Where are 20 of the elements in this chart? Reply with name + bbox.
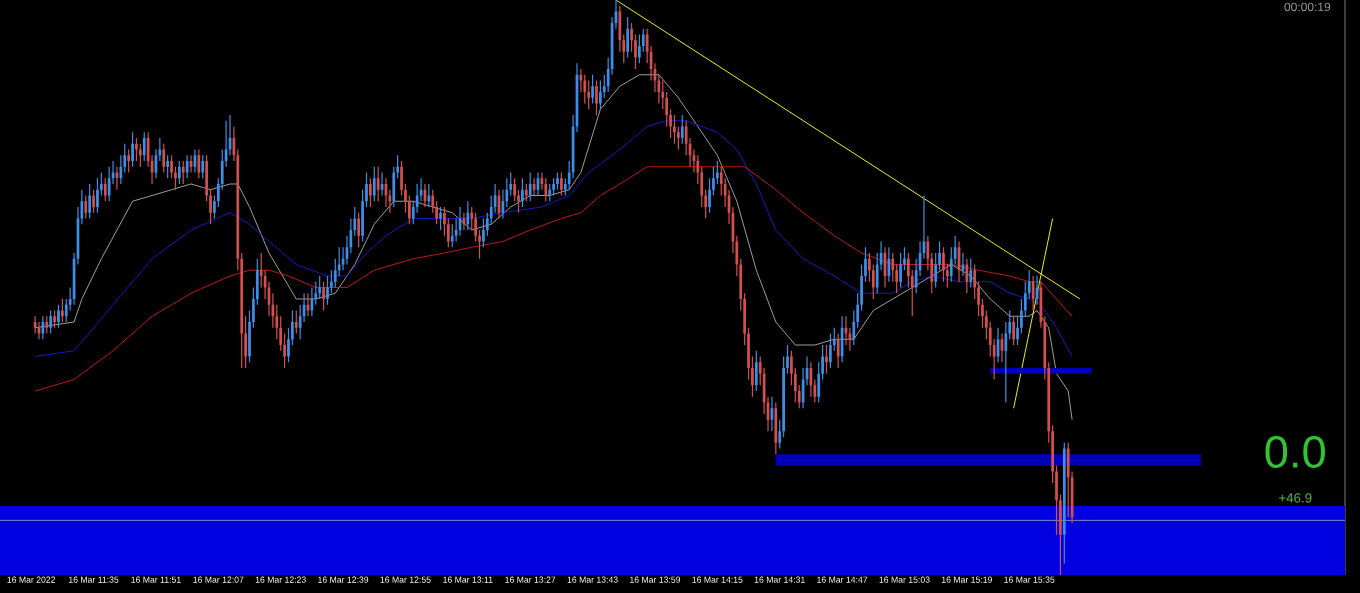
x-tick-label: 16 Mar 14:31 <box>754 576 805 583</box>
x-tick-label: 16 Mar 13:11 <box>443 576 493 583</box>
x-tick-label: 16 Mar 12:39 <box>318 576 369 583</box>
x-tick-label: 16 Mar 14:47 <box>817 576 868 583</box>
x-tick-label: 16 Mar 13:43 <box>567 576 618 583</box>
x-tick-label: 16 Mar 12:55 <box>380 576 431 583</box>
x-tick-label: 16 Mar 12:23 <box>255 576 306 583</box>
x-tick-label: 16 Mar 13:59 <box>630 576 681 583</box>
x-tick-label: 16 Mar 15:35 <box>1004 576 1055 583</box>
x-tick-label: 16 Mar 14:15 <box>692 576 743 583</box>
x-tick-label: 16 Mar 11:35 <box>69 576 119 583</box>
annotation: +46.9 <box>1279 493 1312 503</box>
x-tick-label: 16 Mar 2022 <box>7 576 56 583</box>
annotation: 00:00:19 <box>1284 2 1331 12</box>
x-tick-label: 16 Mar 11:51 <box>131 576 181 583</box>
annotation: 0.0 <box>1265 435 1325 468</box>
x-tick-label: 16 Mar 15:19 <box>941 576 992 583</box>
x-tick-label: 16 Mar 13:27 <box>505 576 556 583</box>
x-tick-label: 16 Mar 15:03 <box>879 576 930 583</box>
x-tick-label: 16 Mar 12:07 <box>193 576 244 583</box>
